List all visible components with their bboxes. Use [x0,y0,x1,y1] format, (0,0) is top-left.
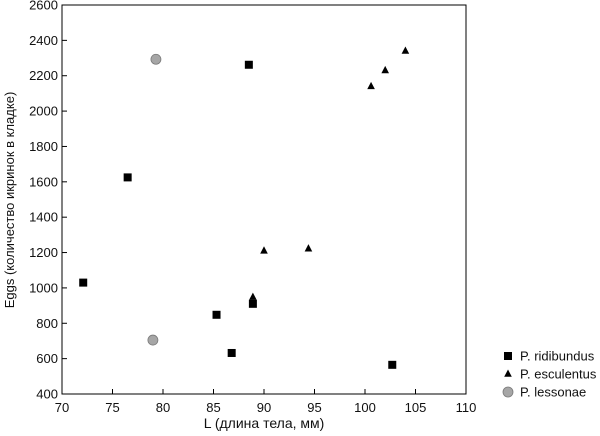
point-p-ridibundus [248,299,257,308]
y-tick-label: 2000 [29,104,58,119]
x-axis-label: L (длина тела, мм) [204,415,325,431]
x-tick-label: 90 [257,400,271,415]
y-axis-ticks: 400 600 800 1000 1200 1400 1600 1800 2000 2200 240… [29,0,67,402]
point-p-lessonae [147,334,159,346]
y-tick-label: 2200 [29,68,58,83]
point-p-ridibundus [244,60,253,69]
data-points [79,46,410,369]
point-p-ridibundus [79,278,88,287]
point-p-ridibundus [123,173,132,182]
x-tick-label: 85 [206,400,220,415]
point-p-esculentus [367,81,375,90]
point-p-ridibundus [388,360,397,369]
x-tick-label: 70 [55,400,69,415]
legend-marker-p-lessonae [502,386,514,398]
x-tick-label: 80 [156,400,170,415]
y-axis-label: Eggs (количество икринок в кладке) [2,92,17,309]
y-tick-label: 1600 [29,174,58,189]
y-tick-label: 1200 [29,245,58,260]
point-p-ridibundus [227,348,236,357]
point-p-esculentus [260,246,268,254]
point-p-esculentus [381,65,389,74]
x-tick-label: 100 [354,400,376,415]
point-p-esculentus [401,46,410,54]
legend: P. ridibundus P. esculentus P. lessonae [502,349,597,400]
legend-marker-p-ridibundus [504,352,512,360]
legend-label-p-esculentus: P. esculentus [520,367,597,382]
plot-frame [61,4,467,395]
x-tick-label: 110 [456,400,477,415]
y-tick-label: 1000 [29,280,58,295]
y-tick-label: 1400 [29,210,58,225]
point-p-esculentus [249,292,257,300]
x-axis-ticks: 70 75 80 85 90 95 100 105 110 [55,389,477,415]
x-tick-label: 105 [405,400,427,415]
x-tick-label: 95 [307,400,321,415]
point-p-lessonae [150,53,162,65]
y-tick-label: 600 [36,351,58,366]
y-tick-label: 400 [36,387,58,402]
legend-label-p-lessonae: P. lessonae [520,385,586,400]
point-p-ridibundus [212,310,221,319]
y-tick-label: 800 [36,316,58,331]
legend-marker-p-esculentus [504,369,512,377]
x-tick-label: 75 [105,400,119,415]
point-p-esculentus [304,244,313,252]
legend-label-p-ridibundus: P. ridibundus [520,349,595,364]
y-tick-label: 2600 [29,0,58,13]
y-tick-label: 2400 [29,33,58,48]
y-tick-label: 1800 [29,139,58,154]
